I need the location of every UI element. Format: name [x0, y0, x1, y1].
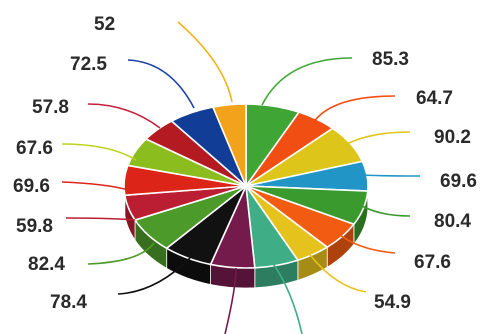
leader-line [61, 181, 129, 191]
leader-line [117, 257, 191, 295]
data-label: 72.5 [70, 54, 107, 75]
data-label: 67.6 [414, 252, 451, 273]
pie-slices [123, 103, 369, 269]
data-label: 78.4 [50, 292, 87, 313]
leader-line [65, 217, 136, 221]
leader-line [87, 242, 155, 265]
pie-slice [212, 103, 247, 187]
data-label: 82.4 [28, 254, 65, 275]
leader-line [339, 234, 396, 254]
data-label: 59.8 [16, 216, 53, 237]
data-label: 85.3 [372, 49, 409, 70]
leader-line [344, 131, 411, 146]
data-label: 64.7 [416, 88, 453, 109]
leader-line [309, 95, 396, 129]
leader-line [271, 261, 303, 334]
data-labels: 85.364.790.269.680.467.654.978.482.459.8… [13, 14, 477, 313]
leader-line [224, 267, 237, 334]
data-label: 57.8 [32, 97, 69, 118]
data-label: 52 [94, 14, 115, 35]
leader-line [359, 204, 411, 217]
data-label: 69.6 [13, 176, 50, 197]
leader-line [61, 143, 137, 161]
data-label: 67.6 [16, 138, 53, 159]
leader-line [177, 21, 233, 103]
leader-line [87, 103, 161, 129]
leader-line [361, 174, 421, 177]
leader-line [309, 254, 367, 293]
data-label: 80.4 [434, 211, 471, 232]
pie-depth [123, 185, 369, 289]
data-label: 69.6 [440, 171, 477, 192]
leader-line [127, 59, 195, 109]
leader-lines [61, 21, 421, 334]
data-label: 90.2 [434, 127, 471, 148]
leader-line [261, 57, 353, 106]
data-label: 54.9 [374, 292, 411, 313]
